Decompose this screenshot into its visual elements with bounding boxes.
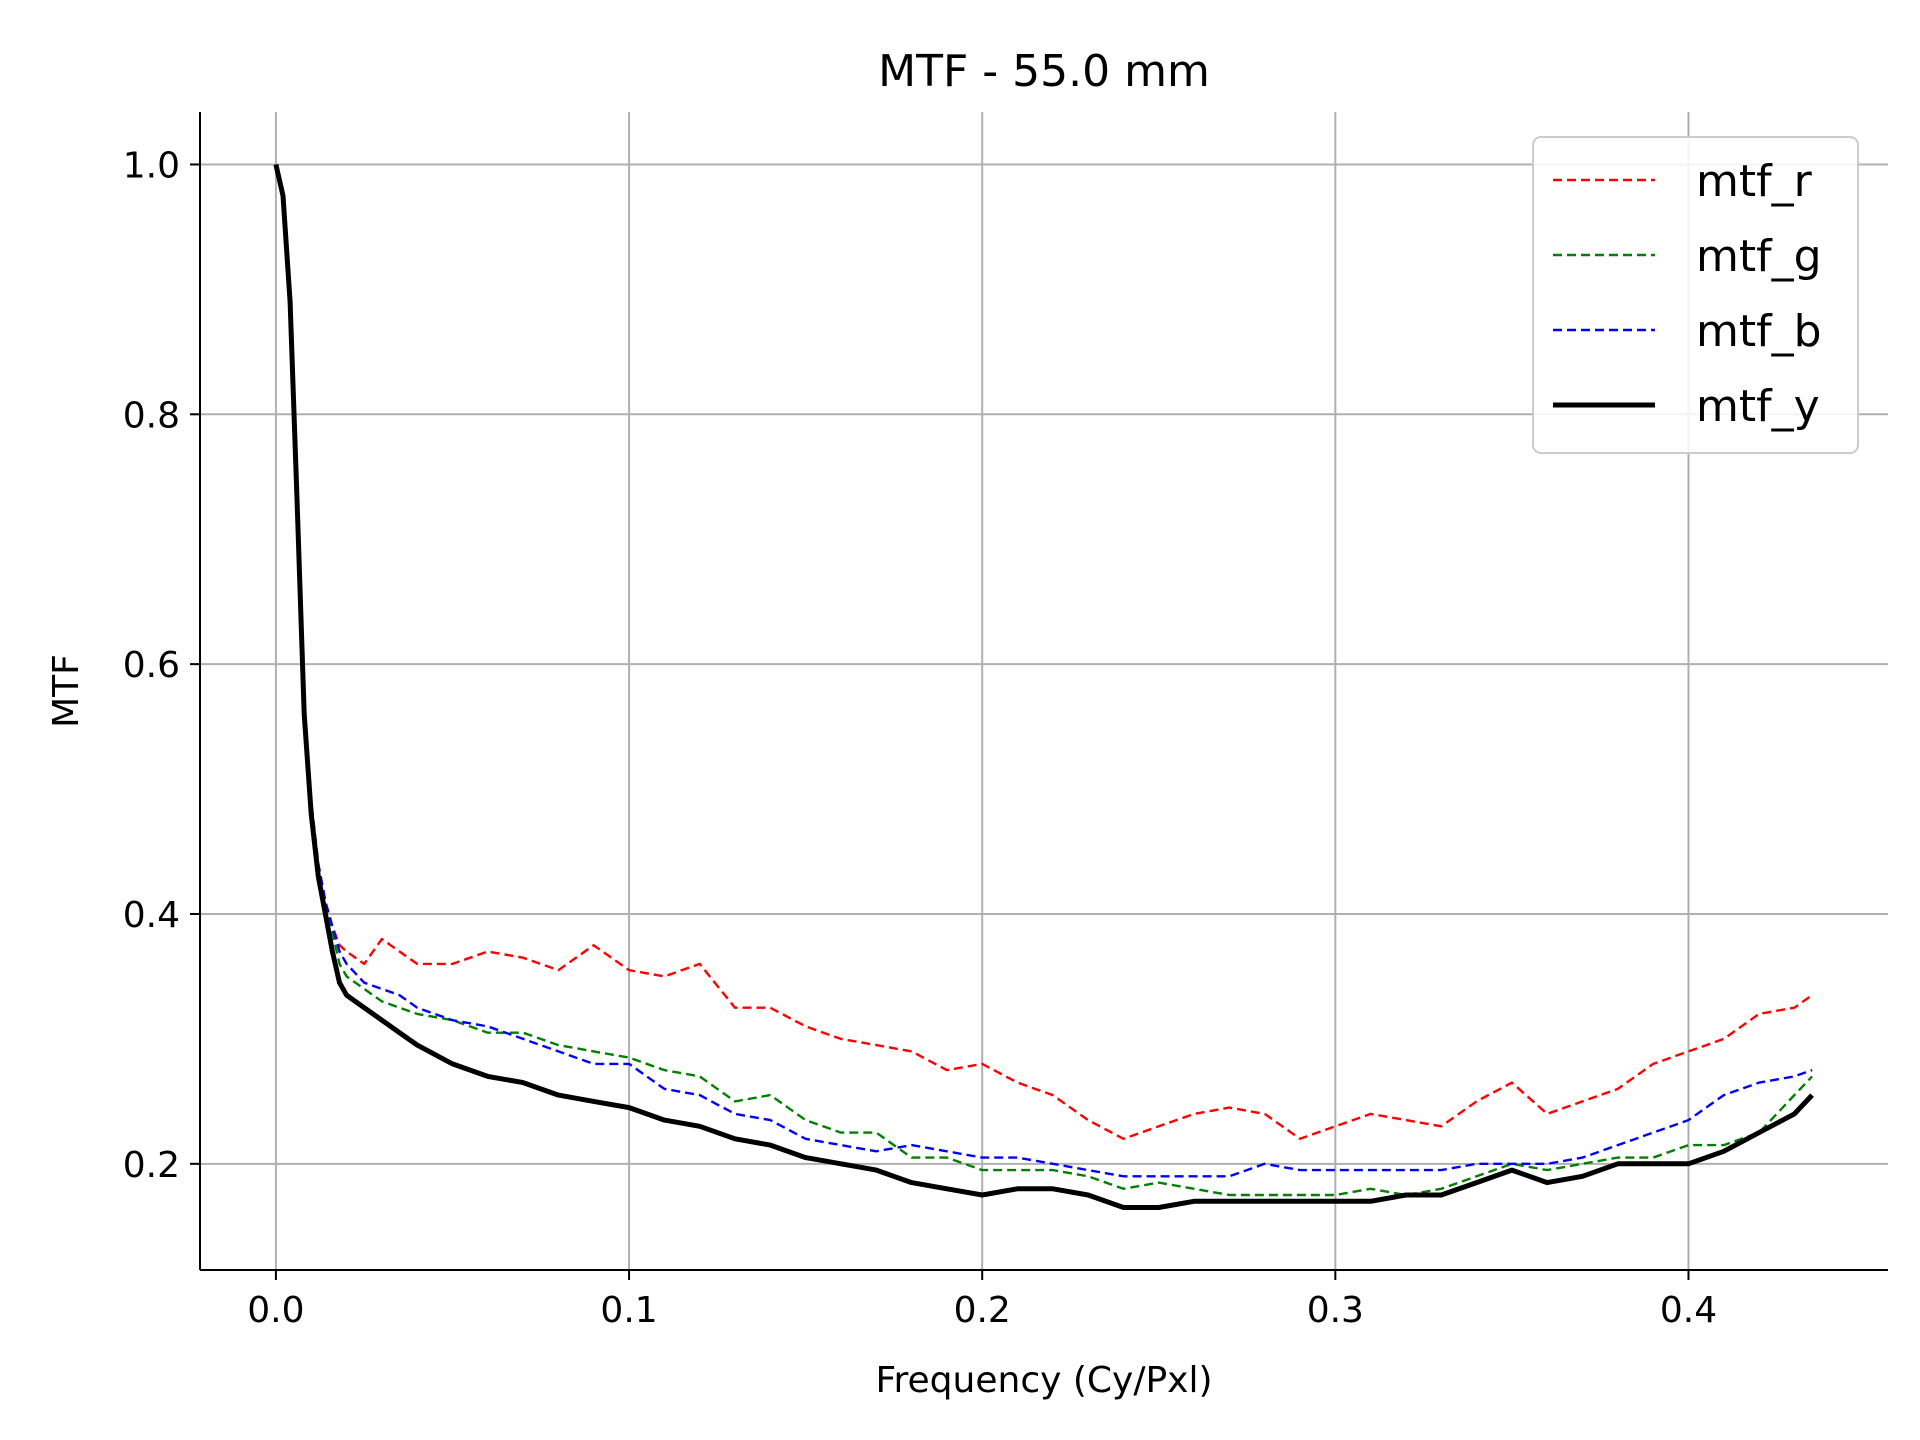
legend-box bbox=[1532, 136, 1859, 454]
y-tick-label: 0.2 bbox=[123, 1145, 180, 1186]
legend: mtf_r mtf_g mtf_b mtf_y bbox=[1532, 136, 1859, 454]
x-tick-label: 0.0 bbox=[247, 1290, 304, 1331]
legend-label-mtf_r: mtf_r bbox=[1696, 156, 1813, 207]
legend-label-mtf_g: mtf_g bbox=[1696, 231, 1822, 282]
series-line-mtf_y bbox=[273, 163, 1814, 1210]
x-tick-label: 0.1 bbox=[600, 1290, 657, 1331]
x-tick-label: 0.3 bbox=[1307, 1290, 1364, 1331]
legend-label-mtf_b: mtf_b bbox=[1696, 306, 1822, 357]
y-tick-label: 0.8 bbox=[123, 395, 180, 436]
x-axis-label: Frequency (Cy/Pxl) bbox=[875, 1360, 1212, 1401]
series-line-mtf_r bbox=[274, 164, 1813, 1141]
legend-label-mtf_y: mtf_y bbox=[1696, 381, 1820, 432]
series-lines bbox=[273, 163, 1814, 1210]
y-axis-label: MTF bbox=[46, 654, 87, 728]
y-tick-label: 0.4 bbox=[123, 895, 180, 936]
y-tick-label: 0.6 bbox=[123, 645, 180, 686]
series-line-mtf_g bbox=[274, 164, 1813, 1197]
x-tick-label: 0.2 bbox=[954, 1290, 1011, 1331]
series-line-mtf_b bbox=[274, 164, 1813, 1178]
chart-title: MTF - 55.0 mm bbox=[878, 46, 1210, 97]
axis-ticks: 0.0 0.1 0.2 0.3 0.4 0.2 0.4 0.6 0.8 1.0 bbox=[123, 145, 1717, 1331]
x-tick-label: 0.4 bbox=[1660, 1290, 1717, 1331]
y-tick-label: 1.0 bbox=[123, 145, 180, 186]
